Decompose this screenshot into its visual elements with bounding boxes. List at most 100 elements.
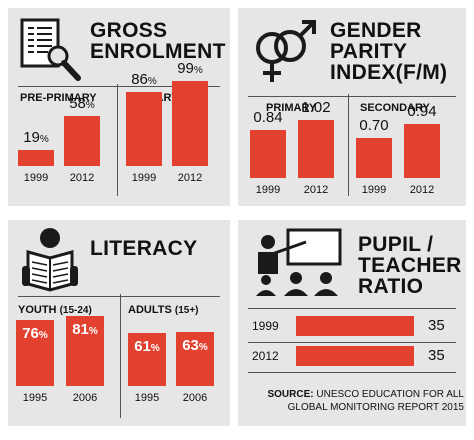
value-number: 86 (131, 71, 148, 89)
value-label: 99% (164, 59, 216, 79)
bar-youth-2006 (66, 316, 104, 386)
bar-2012 (296, 346, 414, 366)
title-line: GENDER (330, 19, 422, 42)
value-number: 19 (23, 128, 40, 146)
title-line: PUPIL / (358, 233, 434, 256)
bar-adults-1995 (128, 333, 166, 386)
bar-primary-1999 (250, 130, 286, 178)
gender-parity-panel: GENDER PARITY INDEX(F/M) PRIMARY SECONDA… (238, 8, 466, 206)
year-label: 1999 (255, 184, 281, 196)
group-label-youth-name: YOUTH (18, 304, 57, 316)
bar-1999 (296, 316, 414, 336)
source-label: SOURCE: (267, 389, 314, 400)
source-line-1: UNESCO EDUCATION FOR ALL (316, 389, 464, 400)
literacy-panel: LITERACY YOUTH (15-24) ADULTS (15+) 76% 1… (8, 220, 230, 426)
value-unit: % (88, 326, 98, 337)
source-line-2: GLOBAL MONITORING REPORT 2015 (287, 402, 464, 413)
value-unit: % (85, 100, 95, 112)
year-label: 2006 (72, 392, 98, 404)
value-number: 1.02 (301, 98, 331, 116)
year-label: 1999 (361, 184, 387, 196)
group-label-primary: PRIMARY (266, 102, 317, 114)
title-line: INDEX(F/M) (330, 61, 448, 84)
year-label: 1995 (134, 392, 160, 404)
group-label-adults-name: ADULTS (128, 304, 172, 316)
group-label-adults-age: (15+) (174, 305, 199, 316)
value-label: 1.02 (290, 98, 342, 116)
value-number: 0.84 (253, 109, 283, 126)
value-unit: % (39, 133, 49, 145)
gender-symbols-icon (256, 20, 316, 82)
title-line: GROSS (90, 19, 168, 42)
divider-vertical (348, 94, 349, 196)
gross-enrolment-panel: GROSS ENROLMENT PRE-PRIMARY PRIMARY 19%1… (8, 8, 230, 206)
value-label: 86% (118, 72, 170, 90)
year-label: 2012 (409, 184, 435, 196)
value-label: 19% (10, 128, 62, 148)
value-number: 61 (134, 338, 151, 356)
bar-youth-1995 (16, 320, 54, 386)
value-label: 0.94 (396, 104, 448, 120)
group-label-adults: ADULTS (15+) (128, 304, 198, 316)
group-label-youth-age: (15-24) (59, 305, 92, 316)
value-label: 58% (56, 96, 108, 114)
value-unit: % (38, 330, 48, 342)
value-number: 63 (182, 336, 199, 354)
divider (18, 296, 220, 297)
year-label: 1995 (22, 392, 48, 404)
bar-secondary-2012 (404, 124, 440, 178)
value-label: 61% (120, 339, 174, 357)
bar-primary-1999 (126, 92, 162, 166)
year-label: 2006 (182, 392, 208, 404)
value-number: 0.70 (359, 117, 389, 134)
value-unit: % (198, 341, 208, 353)
value-number: 76 (22, 325, 39, 343)
year-label: 2012 (252, 349, 279, 363)
value-label: 35 (428, 347, 445, 364)
divider (248, 96, 456, 97)
year-label: 2012 (69, 172, 95, 184)
gross-enrolment-title: GROSS ENROLMENT (90, 20, 226, 62)
title-line: TEACHER (358, 254, 462, 277)
document-magnifier-icon (20, 18, 81, 81)
gender-parity-title: GENDER PARITY INDEX(F/M) (330, 20, 447, 83)
value-number: 58 (69, 95, 86, 113)
divider (248, 372, 456, 373)
divider (248, 308, 456, 309)
year-label: 1999 (23, 172, 49, 184)
title-line: PARITY (330, 40, 408, 63)
value-unit: % (147, 76, 157, 88)
bar-secondary-1999 (356, 138, 392, 178)
title-line: LITERACY (90, 237, 198, 260)
group-label-secondary: SECONDARY (360, 102, 430, 114)
value-label: 0.70 (348, 118, 400, 134)
bar-preprimary-1999 (18, 149, 54, 166)
title-line: ENROLMENT (90, 40, 226, 63)
value-label: 0.84 (242, 110, 294, 126)
bar-primary-2012 (172, 80, 208, 166)
teacher-classroom-icon (256, 228, 342, 296)
pupil-teacher-title: PUPIL / TEACHER RATIO (358, 234, 462, 297)
year-label: 1999 (131, 172, 157, 184)
year-label: 1999 (252, 319, 279, 333)
year-label: 2012 (177, 172, 203, 184)
reading-person-icon (22, 228, 78, 292)
group-label-youth: YOUTH (15-24) (18, 304, 92, 316)
bar-preprimary-2012 (64, 116, 100, 166)
value-unit: % (193, 64, 203, 76)
value-label: 35 (428, 317, 445, 334)
value-number: 99 (177, 59, 194, 77)
literacy-title: LITERACY (90, 238, 197, 259)
year-label: 2012 (303, 184, 329, 196)
bar-adults-2006 (176, 331, 214, 386)
value-number: 81 (72, 321, 89, 338)
source-note: SOURCE: UNESCO EDUCATION FOR ALL GLOBAL … (254, 388, 464, 414)
pupil-teacher-panel: PUPIL / TEACHER RATIO 1999 35 2012 35 (238, 220, 466, 426)
value-label: 63% (168, 336, 222, 356)
divider-vertical (117, 84, 118, 196)
value-unit: % (150, 343, 160, 355)
divider-vertical (120, 294, 121, 418)
title-line: RATIO (358, 275, 424, 298)
divider (248, 342, 456, 343)
